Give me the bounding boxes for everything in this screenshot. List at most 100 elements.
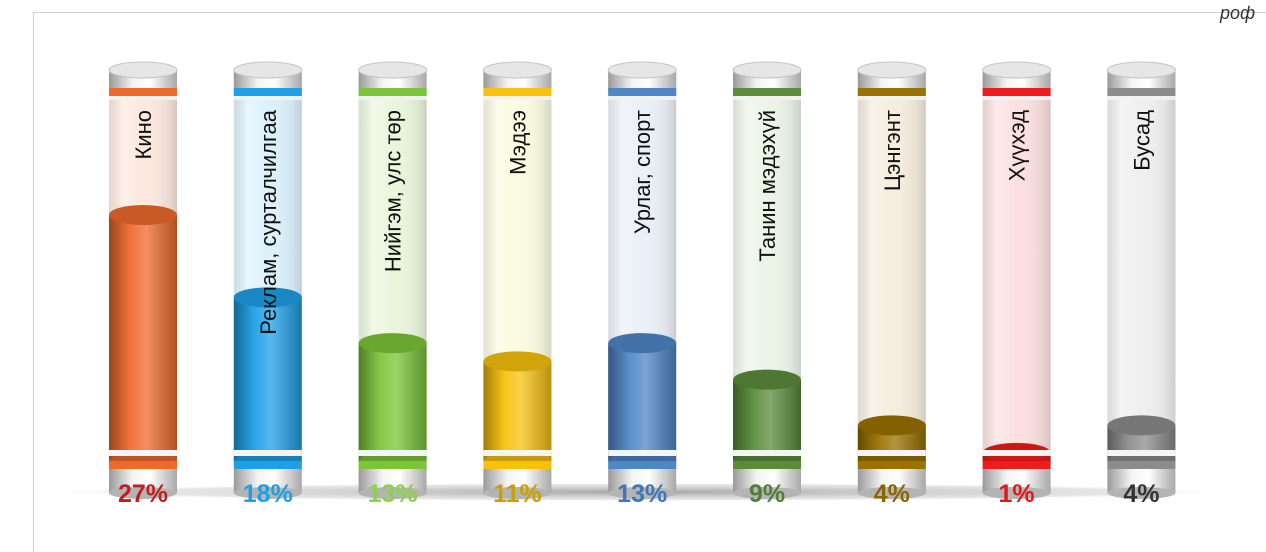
top-cap-lid — [1106, 61, 1176, 79]
top-ring-edge — [233, 96, 302, 100]
bottom-white-ring — [109, 450, 177, 456]
category-label: Кино — [131, 110, 156, 160]
top-ring — [857, 88, 926, 96]
tubes: Кино 27% Реклам, сурталчилгаа 18% Нийгэм, ул… — [108, 61, 1176, 508]
top-cap-lid — [108, 61, 178, 79]
chart-frame: роф — [33, 3, 1266, 552]
bottom-cap-base — [109, 487, 177, 499]
tube-3: Мэдээ 11% — [482, 61, 552, 508]
bottom-ring — [109, 461, 177, 469]
category-label: Танин мэдэхүй — [755, 110, 780, 262]
bottom-cap-base — [982, 487, 1051, 499]
bar-body — [109, 215, 177, 462]
bar-top — [233, 287, 302, 308]
bottom-white-ring — [982, 450, 1051, 456]
top-ring-edge — [109, 96, 177, 100]
bar-top — [1107, 415, 1176, 436]
top-cap-lid — [482, 61, 552, 79]
tube-4: Урлаг, спорт 13% — [607, 61, 677, 508]
bar-top — [733, 369, 801, 390]
corner-text: роф — [1219, 3, 1255, 23]
bottom-cap-base — [358, 487, 427, 499]
bottom-ring — [608, 461, 677, 469]
tube-7: Хүүхэд 1% — [982, 61, 1052, 508]
category-label: Хүүхэд — [1005, 110, 1030, 181]
bottom-cap-base — [733, 487, 801, 499]
top-ring — [982, 88, 1051, 96]
bar-body — [733, 379, 801, 462]
bottom-cap-base — [1107, 487, 1176, 499]
bar-1 — [233, 287, 302, 472]
top-cap-lid — [233, 61, 303, 79]
bar-top — [608, 333, 677, 354]
value-label: 13% — [368, 480, 418, 508]
bottom-white-ring — [608, 450, 677, 456]
bar-body — [608, 343, 677, 462]
bar-5 — [733, 369, 801, 472]
bar-top — [483, 351, 552, 372]
top-ring — [733, 88, 801, 96]
top-ring-edge — [483, 96, 552, 100]
tube-2: Нийгэм, улс төр 13% — [358, 61, 428, 508]
top-cap-lid — [358, 61, 428, 79]
top-ring — [1107, 88, 1176, 96]
value-label: 4% — [1123, 480, 1159, 508]
value-label: 27% — [118, 480, 168, 508]
top-ring — [233, 88, 302, 96]
value-label: 4% — [874, 480, 910, 508]
tube-bar-chart: Кино 27% Реклам, сурталчилгаа 18% Нийгэм, ул… — [60, 61, 1220, 508]
bottom-white-ring — [233, 450, 302, 456]
bottom-ring — [483, 461, 552, 469]
bottom-white-ring — [483, 450, 552, 456]
top-ring-edge — [733, 96, 801, 100]
tube-1: Реклам, сурталчилгаа 18% — [233, 61, 303, 508]
top-ring — [608, 88, 677, 96]
top-ring-edge — [857, 96, 926, 100]
bar-body — [358, 343, 427, 462]
bottom-white-ring — [857, 450, 926, 456]
top-ring — [358, 88, 427, 96]
tube-glass-shine — [982, 73, 1051, 470]
bottom-white-ring — [1107, 450, 1176, 456]
category-label: Мэдээ — [505, 110, 530, 175]
top-ring — [109, 88, 177, 96]
tube-glass-shine — [1107, 73, 1176, 470]
bottom-ring — [733, 461, 801, 469]
bottom-ring — [1107, 461, 1176, 469]
top-ring-edge — [982, 96, 1051, 100]
bottom-white-ring — [358, 450, 427, 456]
tube-5: Танин мэдэхүй 9% — [732, 61, 802, 508]
category-label: Бусад — [1129, 110, 1154, 171]
top-cap-lid — [857, 61, 927, 79]
category-label: Урлаг, спорт — [630, 110, 655, 234]
value-label: 18% — [243, 480, 293, 508]
top-cap-lid — [732, 61, 802, 79]
bottom-cap-base — [608, 487, 677, 499]
tube-8: Бусад 4% — [1106, 61, 1176, 508]
tube-6: Цэнгэнт 4% — [857, 61, 927, 508]
category-label: Реклам, сурталчилгаа — [256, 109, 281, 335]
category-label: Нийгэм, улс төр — [381, 110, 406, 272]
tube-glass-shine — [857, 73, 926, 470]
category-label: Цэнгэнт — [880, 110, 905, 191]
bottom-ring — [358, 461, 427, 469]
value-label: 9% — [749, 480, 785, 508]
tube-0: Кино 27% — [108, 61, 178, 508]
top-cap-lid — [607, 61, 677, 79]
bar-0 — [109, 205, 177, 472]
top-ring-edge — [608, 96, 677, 100]
bar-top — [358, 333, 427, 354]
value-label: 13% — [617, 480, 667, 508]
bar-body — [233, 297, 302, 462]
bottom-ring — [857, 461, 926, 469]
bottom-ring — [233, 461, 302, 469]
top-ring-edge — [1107, 96, 1176, 100]
bar-top — [109, 205, 177, 225]
bottom-cap-base — [483, 487, 552, 499]
bar-top — [857, 415, 926, 436]
bottom-cap-base — [857, 487, 926, 499]
bar-body — [483, 361, 552, 462]
top-cap-lid — [982, 61, 1052, 79]
bottom-cap-base — [233, 487, 302, 499]
bottom-white-ring — [733, 450, 801, 456]
